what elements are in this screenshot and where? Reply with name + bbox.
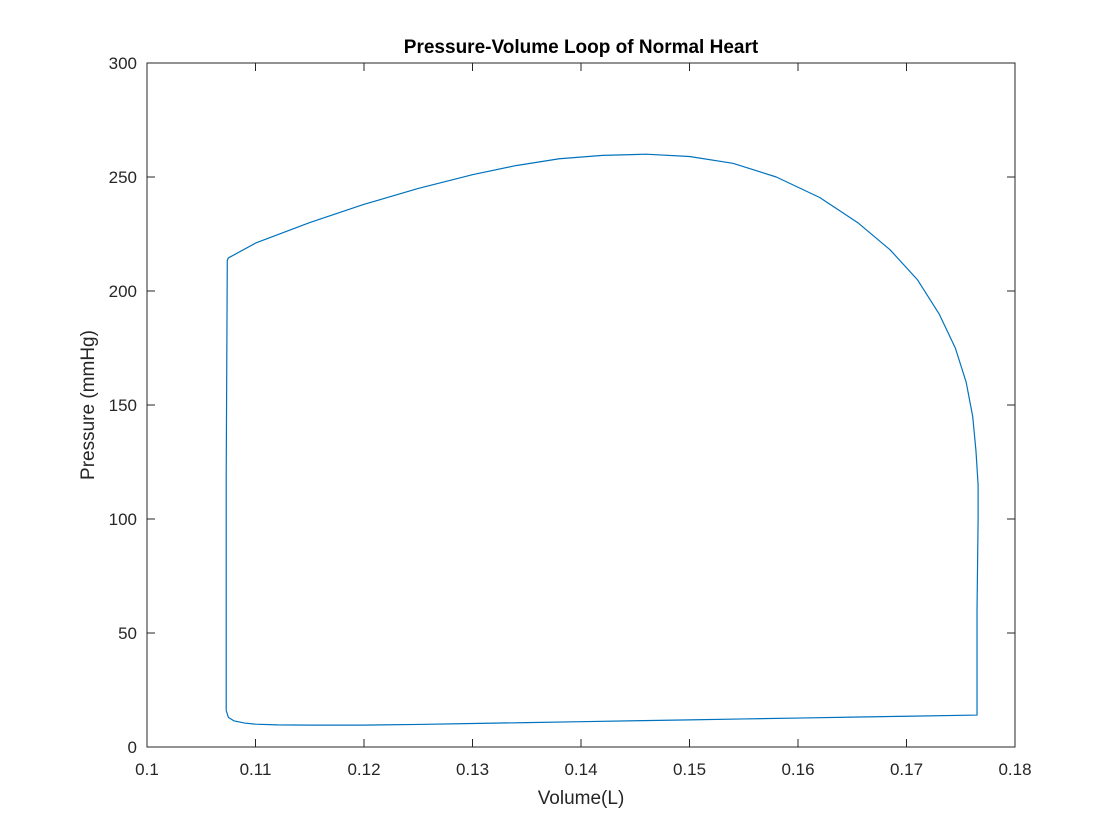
y-tick-label: 250 bbox=[109, 168, 137, 187]
series-line bbox=[225, 153, 979, 726]
y-tick-label: 0 bbox=[128, 738, 137, 757]
axis-ticks: 0.1 0.11 0.12 0.13 0.14 0.15 0.16 0.17 0.18 0 50 10… bbox=[109, 54, 1032, 779]
y-tick-label: 50 bbox=[118, 624, 137, 643]
x-tick-label: 0.1 bbox=[135, 760, 159, 779]
y-axis-label: Pressure (mmHg) bbox=[78, 330, 99, 480]
chart-title: Pressure-Volume Loop of Normal Heart bbox=[404, 37, 759, 58]
x-axis-label: Volume(L) bbox=[538, 788, 625, 809]
series-group bbox=[225, 153, 979, 726]
y-tick-label: 100 bbox=[109, 510, 137, 529]
x-tick-label: 0.16 bbox=[781, 760, 814, 779]
y-tick-label: 200 bbox=[109, 282, 137, 301]
x-tick-label: 0.11 bbox=[240, 760, 272, 779]
x-tick-label: 0.13 bbox=[456, 760, 489, 779]
x-tick-label: 0.14 bbox=[564, 760, 597, 779]
y-tick-label: 300 bbox=[109, 54, 137, 73]
x-tick-label: 0.15 bbox=[673, 760, 706, 779]
y-tick-label: 150 bbox=[109, 396, 137, 415]
x-tick-label: 0.18 bbox=[998, 760, 1031, 779]
x-tick-label: 0.17 bbox=[890, 760, 923, 779]
axes-box bbox=[146, 62, 1016, 748]
x-tick-label: 0.12 bbox=[347, 760, 380, 779]
